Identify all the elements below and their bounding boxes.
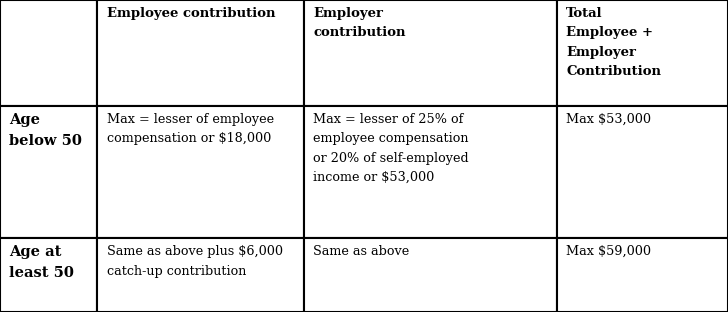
Bar xyxy=(557,106,728,238)
Bar xyxy=(0,106,98,238)
Bar xyxy=(0,0,98,106)
Text: Max $53,000: Max $53,000 xyxy=(566,113,651,125)
Bar xyxy=(304,238,557,312)
Text: Max = lesser of employee
compensation or $18,000: Max = lesser of employee compensation or… xyxy=(107,113,274,145)
Text: Max = lesser of 25% of
employee compensation
or 20% of self-employed
income or $: Max = lesser of 25% of employee compensa… xyxy=(313,113,469,184)
Text: Max $59,000: Max $59,000 xyxy=(566,245,651,258)
Text: Same as above: Same as above xyxy=(313,245,409,258)
Bar xyxy=(0,238,98,312)
Text: Age at
least 50: Age at least 50 xyxy=(9,245,74,280)
Bar xyxy=(557,0,728,106)
Text: Same as above plus $6,000
catch-up contribution: Same as above plus $6,000 catch-up contr… xyxy=(107,245,282,278)
Text: Total
Employee +
Employer
Contribution: Total Employee + Employer Contribution xyxy=(566,7,661,78)
Text: Age
below 50: Age below 50 xyxy=(9,113,82,148)
Bar xyxy=(98,238,304,312)
Bar xyxy=(304,0,557,106)
Bar xyxy=(304,106,557,238)
Bar xyxy=(98,0,304,106)
Text: Employee contribution: Employee contribution xyxy=(107,7,275,20)
Text: Employer
contribution: Employer contribution xyxy=(313,7,405,39)
Bar xyxy=(557,238,728,312)
Bar xyxy=(98,106,304,238)
